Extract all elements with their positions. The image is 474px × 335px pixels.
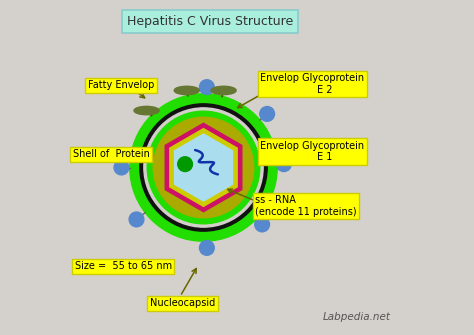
Circle shape [114, 160, 129, 175]
Circle shape [144, 108, 263, 227]
Circle shape [200, 241, 214, 255]
Circle shape [200, 80, 214, 94]
Polygon shape [170, 129, 237, 206]
Text: Hepatitis C Virus Structure: Hepatitis C Virus Structure [127, 15, 293, 28]
Polygon shape [165, 123, 242, 212]
Circle shape [129, 212, 144, 227]
Text: Nucleocapsid: Nucleocapsid [150, 298, 215, 308]
Text: Envelop Glycoprotein
        E 2: Envelop Glycoprotein E 2 [260, 73, 365, 94]
Circle shape [147, 111, 260, 224]
Text: Shell of  Protein: Shell of Protein [73, 149, 150, 159]
Polygon shape [174, 134, 233, 201]
Text: Envelop Glycoprotein
        E 1: Envelop Glycoprotein E 1 [260, 141, 365, 162]
Circle shape [178, 157, 192, 172]
Circle shape [140, 104, 267, 231]
Circle shape [153, 117, 254, 218]
Ellipse shape [211, 86, 236, 95]
Circle shape [276, 157, 291, 172]
Text: Fatty Envelop: Fatty Envelop [88, 80, 155, 90]
Text: ss - RNA
(encode 11 proteins): ss - RNA (encode 11 proteins) [255, 195, 357, 217]
Circle shape [130, 94, 277, 241]
Circle shape [255, 217, 270, 232]
Text: Labpedia.net: Labpedia.net [323, 312, 391, 322]
Ellipse shape [174, 86, 199, 95]
Text: Size =  55 to 65 nm: Size = 55 to 65 nm [74, 261, 172, 271]
Ellipse shape [134, 106, 159, 115]
Circle shape [260, 107, 274, 121]
